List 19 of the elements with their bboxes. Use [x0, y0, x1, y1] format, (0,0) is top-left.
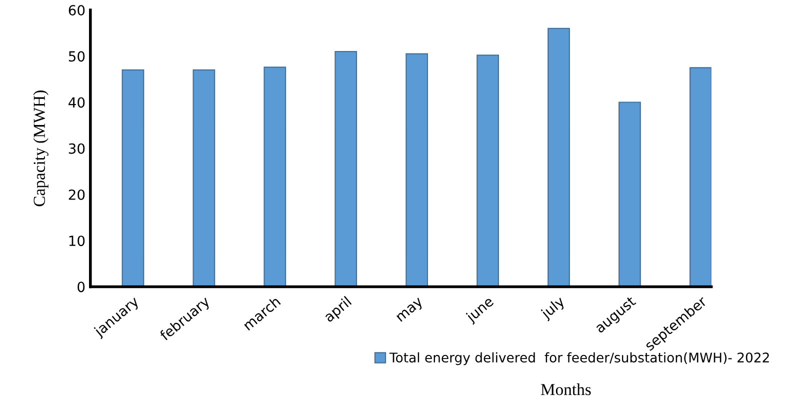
bar: [618, 102, 641, 287]
bar: [192, 69, 216, 287]
y-tick-label: 40: [68, 97, 85, 108]
y-tick-label: 30: [68, 143, 85, 154]
bar: [264, 66, 286, 287]
bar: [548, 28, 570, 287]
y-axis-title: Capacity (MWH): [33, 90, 48, 206]
y-tick-label: 20: [68, 189, 85, 200]
legend-label: Total energy delivered for feeder/substation(MWH)- 2022: [389, 352, 769, 366]
bar: [122, 69, 144, 287]
bar: [406, 53, 428, 287]
bar: [476, 54, 499, 287]
bar: [334, 50, 358, 287]
y-tick-label: 50: [68, 51, 85, 62]
y-tick-label: 60: [68, 4, 85, 16]
bar: [689, 67, 712, 287]
y-tick-label: 10: [69, 236, 85, 246]
x-axis-title: Months: [540, 383, 591, 396]
y-tick-label: 0: [78, 282, 85, 292]
